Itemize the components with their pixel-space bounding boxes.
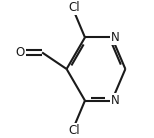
Text: Cl: Cl — [69, 124, 80, 137]
Text: O: O — [15, 46, 25, 59]
Text: N: N — [111, 94, 119, 107]
Text: Cl: Cl — [69, 1, 80, 14]
Text: N: N — [111, 31, 119, 44]
